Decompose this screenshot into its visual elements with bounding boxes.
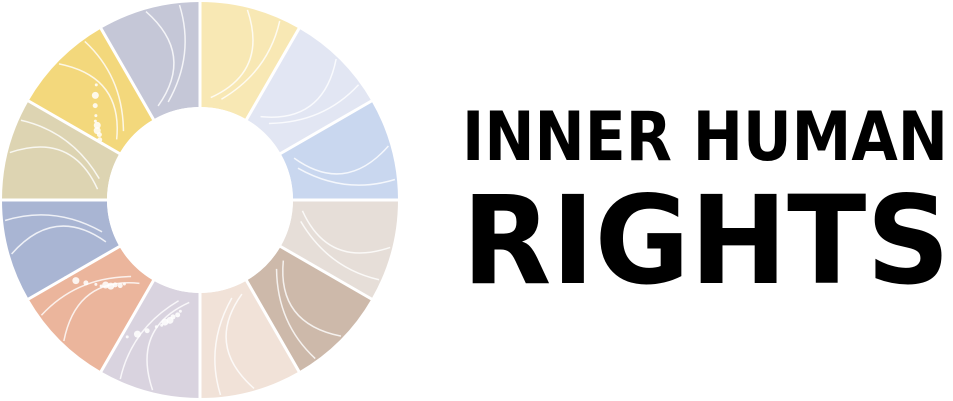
ring-stroke <box>301 210 391 254</box>
ring-stroke <box>4 214 103 233</box>
ring-dot <box>94 114 98 118</box>
ring-dot <box>154 325 158 329</box>
ring-hole <box>107 107 293 293</box>
ring-stroke <box>275 268 316 360</box>
ring-divider <box>98 26 156 122</box>
ring-dot <box>100 142 104 145</box>
ring-dot <box>64 276 68 279</box>
ring-divider <box>244 26 302 122</box>
ring-stroke <box>293 145 389 175</box>
ring-divider <box>26 244 122 302</box>
ring-stroke <box>260 58 337 118</box>
ring-dot <box>125 335 129 339</box>
ring-segment <box>246 28 372 154</box>
ring-segment <box>246 246 372 372</box>
ring-dot <box>122 282 126 286</box>
ring-dot <box>99 284 103 288</box>
ring-stroke <box>9 146 99 190</box>
logo-ring <box>0 0 400 400</box>
ring-stroke <box>221 20 281 100</box>
logo-line-1: INNER HUMAN <box>462 98 948 177</box>
ring-dot <box>91 91 99 99</box>
ring-dot <box>178 309 182 313</box>
ring-divider <box>26 98 122 156</box>
ring-segment <box>28 28 154 154</box>
ring-dot <box>166 316 174 324</box>
ring-dot <box>175 312 181 318</box>
ring-stroke <box>20 119 100 179</box>
ring-divider <box>98 278 156 374</box>
ring-stroke <box>63 282 140 342</box>
ring-stroke <box>214 297 233 396</box>
ring-stroke <box>300 221 380 281</box>
ring-segment <box>2 200 120 299</box>
ring-divider <box>278 244 374 302</box>
ring-stroke <box>297 167 396 186</box>
ring-stroke <box>167 4 186 103</box>
ring-dot <box>72 277 80 285</box>
ring-stroke <box>268 84 360 125</box>
ring-dot <box>94 282 98 286</box>
ring-stroke <box>58 63 118 140</box>
ring-dot <box>160 323 164 327</box>
ring-stroke <box>225 293 255 389</box>
ring-dot <box>133 330 141 338</box>
ring-dot <box>107 282 115 290</box>
ring-dot <box>94 83 98 87</box>
ring-dot <box>83 280 89 286</box>
ring-stroke <box>210 9 254 99</box>
ring-segment <box>200 280 299 398</box>
ring-stroke <box>84 40 125 132</box>
ring-dot <box>144 328 150 334</box>
ring-segment <box>101 2 200 120</box>
ring-stroke <box>11 225 107 255</box>
ring-divider <box>244 278 302 374</box>
ring-dot <box>97 137 103 143</box>
ring-stroke <box>145 11 175 107</box>
ring-dot <box>92 103 98 109</box>
ring-dot <box>93 119 97 123</box>
ring-segment <box>280 101 398 200</box>
ring-dot <box>93 127 101 135</box>
ring-stroke <box>40 275 132 316</box>
ring-stroke <box>282 260 342 337</box>
logo-line-2: RIGHTS <box>462 170 950 312</box>
ring-divider <box>278 98 374 156</box>
ring-dot <box>117 283 123 289</box>
ring-segment <box>28 246 154 372</box>
ring-dot <box>93 121 101 129</box>
ring-stroke <box>146 301 190 391</box>
